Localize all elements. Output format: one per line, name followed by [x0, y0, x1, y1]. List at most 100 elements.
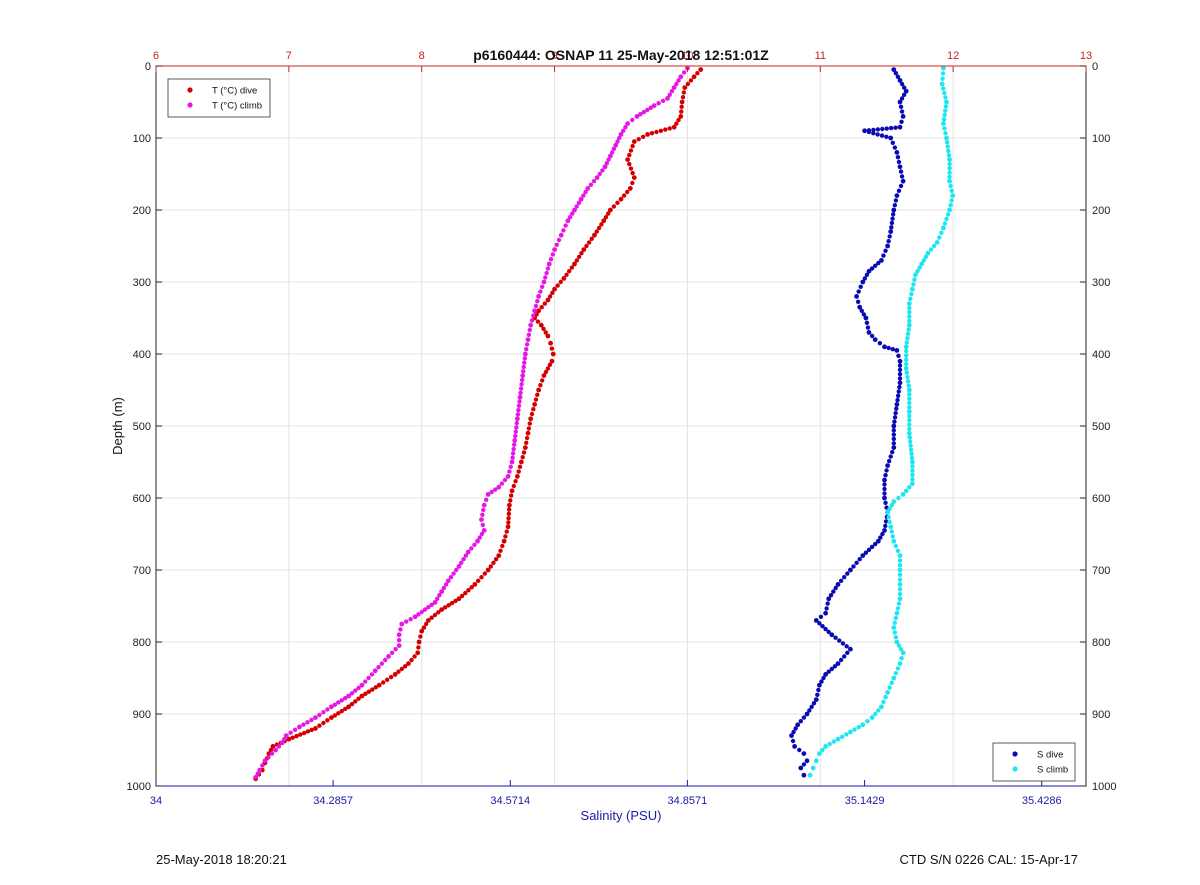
data-point	[832, 664, 838, 669]
data-point	[561, 228, 566, 233]
data-point	[649, 131, 655, 136]
data-point	[538, 322, 544, 328]
top-axis-tick-label: 11	[815, 50, 826, 62]
data-point	[419, 609, 424, 615]
data-point	[907, 418, 912, 423]
right-axis-tick-label: 500	[1092, 421, 1110, 433]
data-point	[669, 89, 675, 94]
data-point	[881, 699, 886, 705]
data-point	[396, 632, 402, 638]
data-point	[678, 74, 684, 80]
data-point	[393, 647, 398, 652]
data-point	[579, 251, 584, 256]
data-point	[889, 529, 894, 534]
data-point	[546, 261, 552, 267]
data-point	[432, 612, 438, 618]
data-point	[897, 563, 903, 568]
data-point	[925, 250, 931, 256]
data-point	[679, 104, 684, 110]
data-point	[501, 538, 507, 544]
data-point	[676, 117, 681, 123]
data-point	[949, 198, 954, 203]
data-point	[676, 78, 681, 83]
data-point	[879, 258, 884, 263]
data-point	[589, 236, 594, 241]
data-point	[817, 751, 822, 756]
data-point	[905, 335, 910, 341]
data-point	[436, 610, 441, 615]
left-axis-tick-label: 200	[133, 205, 151, 217]
data-point	[885, 243, 890, 249]
data-point	[866, 330, 872, 335]
data-point	[270, 744, 276, 749]
data-point	[627, 161, 632, 167]
data-point	[521, 369, 526, 374]
data-point	[512, 438, 518, 443]
data-point	[901, 92, 907, 98]
data-point	[419, 628, 425, 634]
data-point	[548, 340, 553, 346]
data-point	[859, 308, 864, 313]
data-point	[538, 289, 543, 294]
data-point	[860, 279, 866, 285]
data-point	[896, 159, 902, 165]
data-point	[544, 270, 549, 276]
data-point	[894, 610, 900, 616]
data-point	[667, 126, 672, 131]
data-point	[547, 294, 553, 299]
data-point	[514, 474, 520, 479]
data-point	[941, 86, 946, 91]
data-point	[904, 370, 910, 375]
data-point	[826, 629, 831, 635]
data-point	[399, 621, 405, 627]
data-point	[475, 578, 481, 583]
data-point	[509, 459, 515, 465]
data-point	[521, 364, 526, 370]
data-point	[449, 600, 455, 606]
data-point	[665, 96, 670, 101]
data-point	[895, 74, 901, 80]
data-point	[545, 333, 551, 339]
data-point	[588, 182, 594, 187]
data-point	[866, 547, 872, 553]
data-point	[801, 762, 807, 767]
data-point	[392, 672, 398, 677]
data-point	[875, 127, 881, 132]
data-point	[813, 697, 819, 702]
data-point	[386, 654, 391, 659]
data-point	[939, 81, 945, 87]
footer-ctd-info: CTD S/N 0226 CAL: 15-Apr-17	[899, 852, 1078, 867]
data-point	[913, 272, 918, 278]
data-point	[886, 345, 891, 351]
left-axis-tick-label: 0	[145, 61, 151, 73]
data-point	[402, 664, 408, 669]
data-point	[898, 169, 904, 174]
data-point	[648, 105, 653, 110]
data-point	[947, 178, 952, 184]
data-point	[630, 143, 635, 149]
bottom-axis-tick-label: 34.2857	[313, 795, 353, 807]
data-point	[897, 124, 903, 130]
chart-title: p6160444: OSNAP 11 25-May-2018 12:51:01Z	[473, 47, 769, 63]
data-point	[892, 145, 898, 150]
data-point	[871, 131, 876, 136]
data-point	[456, 596, 462, 602]
data-point	[896, 188, 902, 193]
data-point	[325, 718, 330, 723]
data-point	[510, 451, 516, 456]
data-point	[813, 758, 819, 764]
data-point	[893, 671, 899, 676]
right-axis-tick-label: 400	[1092, 349, 1110, 361]
data-point	[435, 596, 440, 601]
data-point	[891, 538, 897, 544]
data-point	[253, 774, 259, 780]
data-point	[890, 216, 895, 221]
data-point	[845, 571, 850, 576]
data-point	[479, 517, 484, 522]
data-point	[897, 577, 903, 582]
data-point	[869, 333, 875, 339]
data-point	[681, 70, 687, 75]
data-point	[823, 626, 828, 632]
data-point	[895, 393, 901, 398]
data-point	[894, 150, 900, 155]
